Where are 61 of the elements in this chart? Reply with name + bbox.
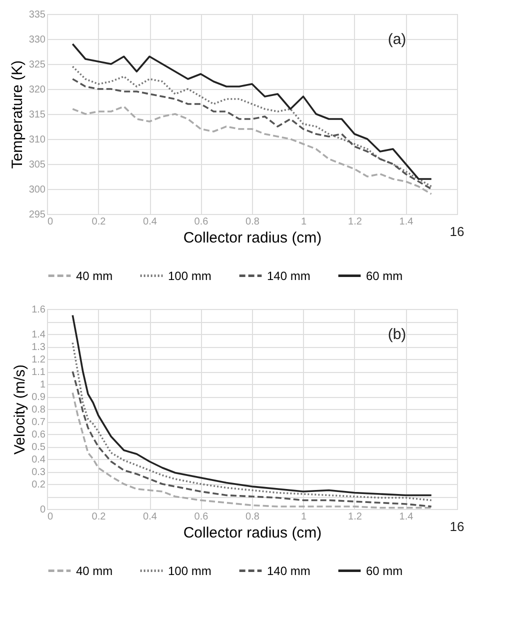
- y-tick-label: 1.4: [32, 330, 46, 340]
- y-tick-label: 0.9: [32, 392, 46, 403]
- y-tick-label: 0.2: [32, 480, 46, 490]
- x-tick-label: 1.4: [399, 512, 414, 522]
- y-tick-label: 1.6: [32, 304, 46, 316]
- y-axis-title: Velocity (m/s): [12, 364, 29, 455]
- y-axis-title: Temperature (K): [8, 60, 26, 169]
- annotation: (a): [388, 31, 406, 48]
- y-tick-label: 0.5: [32, 442, 46, 453]
- annotation: (b): [388, 326, 406, 343]
- x-tick-label: 0.6: [194, 216, 209, 228]
- y-tick-label: 300: [28, 184, 46, 196]
- x-tick-label: 0.2: [92, 216, 106, 228]
- y-tick-label: 0.8: [32, 404, 46, 416]
- x-tick-label: 1.4: [399, 216, 414, 228]
- text: 16: [450, 519, 464, 534]
- legend-label: 100 mm: [168, 564, 212, 578]
- x-tick-label: 0.6: [194, 512, 209, 522]
- legend-label: 140 mm: [267, 564, 310, 578]
- x-tick-label: 0.4: [143, 512, 158, 522]
- y-tick-label: 310: [28, 134, 46, 146]
- x-tick-label: 0.8: [246, 216, 260, 228]
- y-tick-label: 0.6: [32, 430, 46, 440]
- legend-label: 100 mm: [168, 268, 212, 283]
- y-tick-label: 1.2: [32, 354, 46, 366]
- x-tick-label: 1: [300, 216, 307, 228]
- x-tick-label: 0.4: [143, 216, 158, 228]
- legend-label: 40 mm: [76, 268, 113, 283]
- y-tick-label: 315: [28, 110, 46, 120]
- x-tick-label: 0: [48, 512, 54, 522]
- x-tick-label: 0: [48, 216, 54, 228]
- legend-label: 40 mm: [76, 564, 113, 578]
- line-series: [72, 392, 432, 509]
- x-tick-label: 0.2: [92, 512, 106, 522]
- text: 16: [450, 224, 464, 239]
- line-series: [72, 106, 432, 195]
- y-tick-label: 1.1: [32, 367, 46, 378]
- line-series: [72, 370, 432, 508]
- x-tick-label: 0.8: [246, 512, 260, 522]
- y-tick-label: 295: [28, 210, 46, 220]
- legend-label: 60 mm: [366, 564, 403, 578]
- y-tick-label: 305: [28, 160, 46, 170]
- line-series: [72, 342, 432, 502]
- x-tick-label: 1: [300, 512, 307, 522]
- y-tick-label: 335: [28, 10, 46, 20]
- y-tick-label: 1.3: [32, 342, 46, 353]
- x-axis-title: Collector radius (cm): [183, 230, 322, 246]
- line-series: [72, 314, 432, 496]
- legend-label: 60 mm: [366, 268, 403, 283]
- y-tick-label: 320: [28, 84, 46, 96]
- y-tick-label: 330: [28, 34, 46, 46]
- y-tick-label: 0.7: [32, 417, 46, 428]
- y-tick-label: 325: [28, 60, 46, 70]
- x-tick-label: 1.2: [348, 512, 362, 522]
- legend-label: 140 mm: [267, 268, 310, 283]
- x-tick-label: 1.2: [348, 216, 362, 228]
- y-tick-label: 0.4: [32, 454, 46, 466]
- y-tick-label: 0.3: [32, 467, 46, 478]
- y-tick-label: 0: [40, 504, 46, 516]
- x-axis-title: Collector radius (cm): [183, 524, 322, 542]
- y-tick-label: 1: [40, 380, 46, 390]
